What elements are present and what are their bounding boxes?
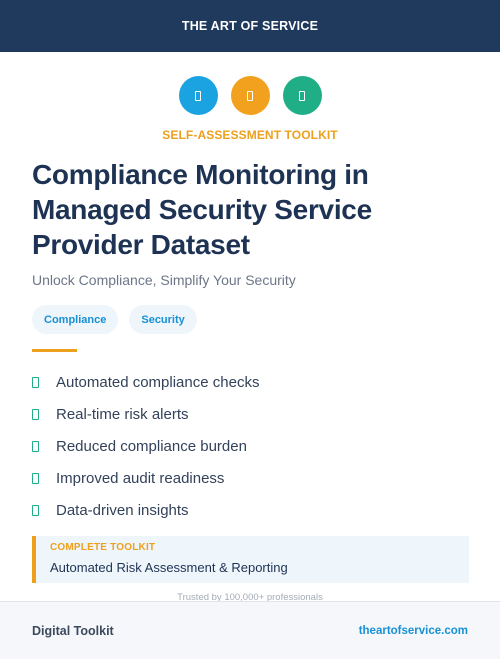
tag-compliance[interactable]: Compliance (32, 305, 119, 334)
trusted-note: Trusted by 100,000+ professionals (177, 592, 323, 601)
footer-bar: Digital Toolkit theartofservice.com (0, 601, 500, 659)
website-link[interactable]: theartofservice.com (358, 624, 468, 637)
eyebrow-label: SELF-ASSESSMENT TOOLKIT (162, 128, 338, 142)
feature-item: Reduced compliance burden (32, 430, 259, 462)
document-icon (230, 76, 270, 115)
feature-list: Automated compliance checks Real-time ri… (32, 366, 259, 526)
document-icon (178, 76, 218, 115)
check-icon (32, 504, 39, 516)
subtitle: Unlock Compliance, Simplify Your Securit… (32, 272, 296, 288)
toolkit-callout: COMPLETE TOOLKIT Automated Risk Assessme… (32, 536, 469, 583)
feature-text: Real-time risk alerts (56, 405, 189, 423)
feature-item: Improved audit readiness (32, 462, 259, 494)
header-bar: THE ART OF SERVICE (0, 0, 500, 52)
callout-label: COMPLETE TOOLKIT (50, 542, 156, 553)
footer-label: Digital Toolkit (32, 623, 114, 638)
icon-row (0, 76, 500, 115)
feature-text: Improved audit readiness (56, 469, 225, 487)
feature-text: Reduced compliance burden (56, 437, 247, 455)
document-icon (282, 76, 322, 115)
tag-list: Compliance Security (32, 305, 197, 334)
feature-item: Real-time risk alerts (32, 398, 259, 430)
feature-text: Automated compliance checks (56, 373, 260, 391)
accent-divider (32, 349, 77, 352)
feature-item: Data-driven insights (32, 494, 259, 526)
check-icon (32, 440, 39, 452)
tag-security[interactable]: Security (129, 305, 197, 334)
brand-name: THE ART OF SERVICE (181, 19, 319, 33)
check-icon (32, 408, 39, 420)
check-icon (32, 376, 39, 388)
feature-text: Data-driven insights (56, 501, 189, 519)
callout-text: Automated Risk Assessment & Reporting (50, 560, 288, 575)
feature-item: Automated compliance checks (32, 366, 259, 398)
check-icon (32, 472, 39, 484)
page-title: Compliance Monitoring in Managed Securit… (32, 159, 372, 260)
